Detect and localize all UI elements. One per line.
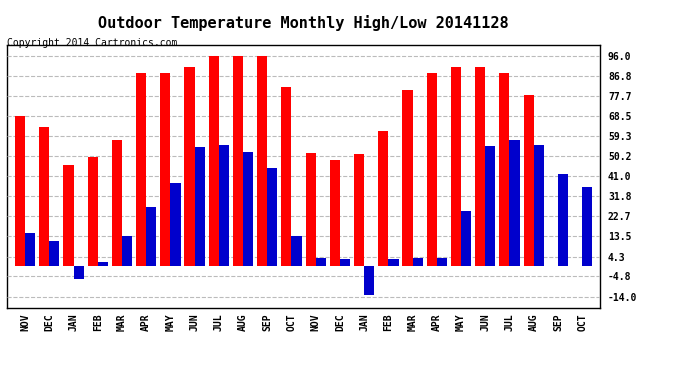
Bar <box>63 165 74 266</box>
Bar <box>330 160 340 266</box>
Bar <box>500 74 509 266</box>
Text: Outdoor Temperature Monthly High/Low 20141128: Outdoor Temperature Monthly High/Low 201… <box>98 15 509 31</box>
Bar <box>306 153 316 266</box>
Bar <box>15 116 25 266</box>
Bar <box>195 147 205 266</box>
Bar <box>533 144 544 266</box>
Bar <box>316 258 326 266</box>
Bar <box>74 266 83 279</box>
Bar <box>413 258 423 266</box>
Bar <box>509 140 520 266</box>
Bar <box>233 56 243 266</box>
Bar <box>378 131 388 266</box>
Bar <box>291 236 302 266</box>
Bar <box>112 140 122 266</box>
Bar <box>267 168 277 266</box>
Bar <box>184 67 195 266</box>
Bar <box>208 56 219 266</box>
Bar <box>25 233 35 266</box>
Bar <box>364 266 374 296</box>
Bar <box>354 154 364 266</box>
Bar <box>402 90 413 266</box>
Bar <box>388 260 399 266</box>
Bar <box>170 183 181 266</box>
Bar <box>461 211 471 266</box>
Bar <box>582 187 592 266</box>
Bar <box>88 157 98 266</box>
Bar <box>451 67 461 266</box>
Bar <box>219 144 229 266</box>
Bar <box>39 127 49 266</box>
Bar <box>122 236 132 266</box>
Bar <box>243 152 253 266</box>
Bar <box>146 207 157 266</box>
Bar <box>485 146 495 266</box>
Bar <box>558 174 568 266</box>
Bar <box>437 258 447 266</box>
Bar <box>282 87 291 266</box>
Bar <box>426 74 437 266</box>
Bar <box>136 74 146 266</box>
Bar <box>340 260 350 266</box>
Bar <box>98 262 108 266</box>
Bar <box>49 241 59 266</box>
Bar <box>475 67 485 266</box>
Text: Copyright 2014 Cartronics.com: Copyright 2014 Cartronics.com <box>7 38 177 48</box>
Bar <box>257 56 267 266</box>
Bar <box>524 95 533 266</box>
Bar <box>160 74 170 266</box>
